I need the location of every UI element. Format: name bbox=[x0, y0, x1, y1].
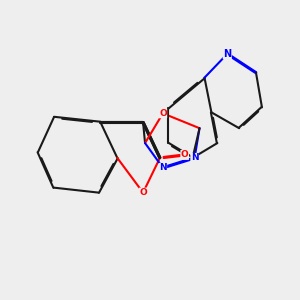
Text: N: N bbox=[159, 163, 167, 172]
Text: N: N bbox=[223, 49, 231, 59]
Text: O: O bbox=[159, 109, 167, 118]
Text: O: O bbox=[181, 151, 189, 160]
Text: O: O bbox=[139, 188, 147, 197]
Text: N: N bbox=[191, 153, 198, 162]
